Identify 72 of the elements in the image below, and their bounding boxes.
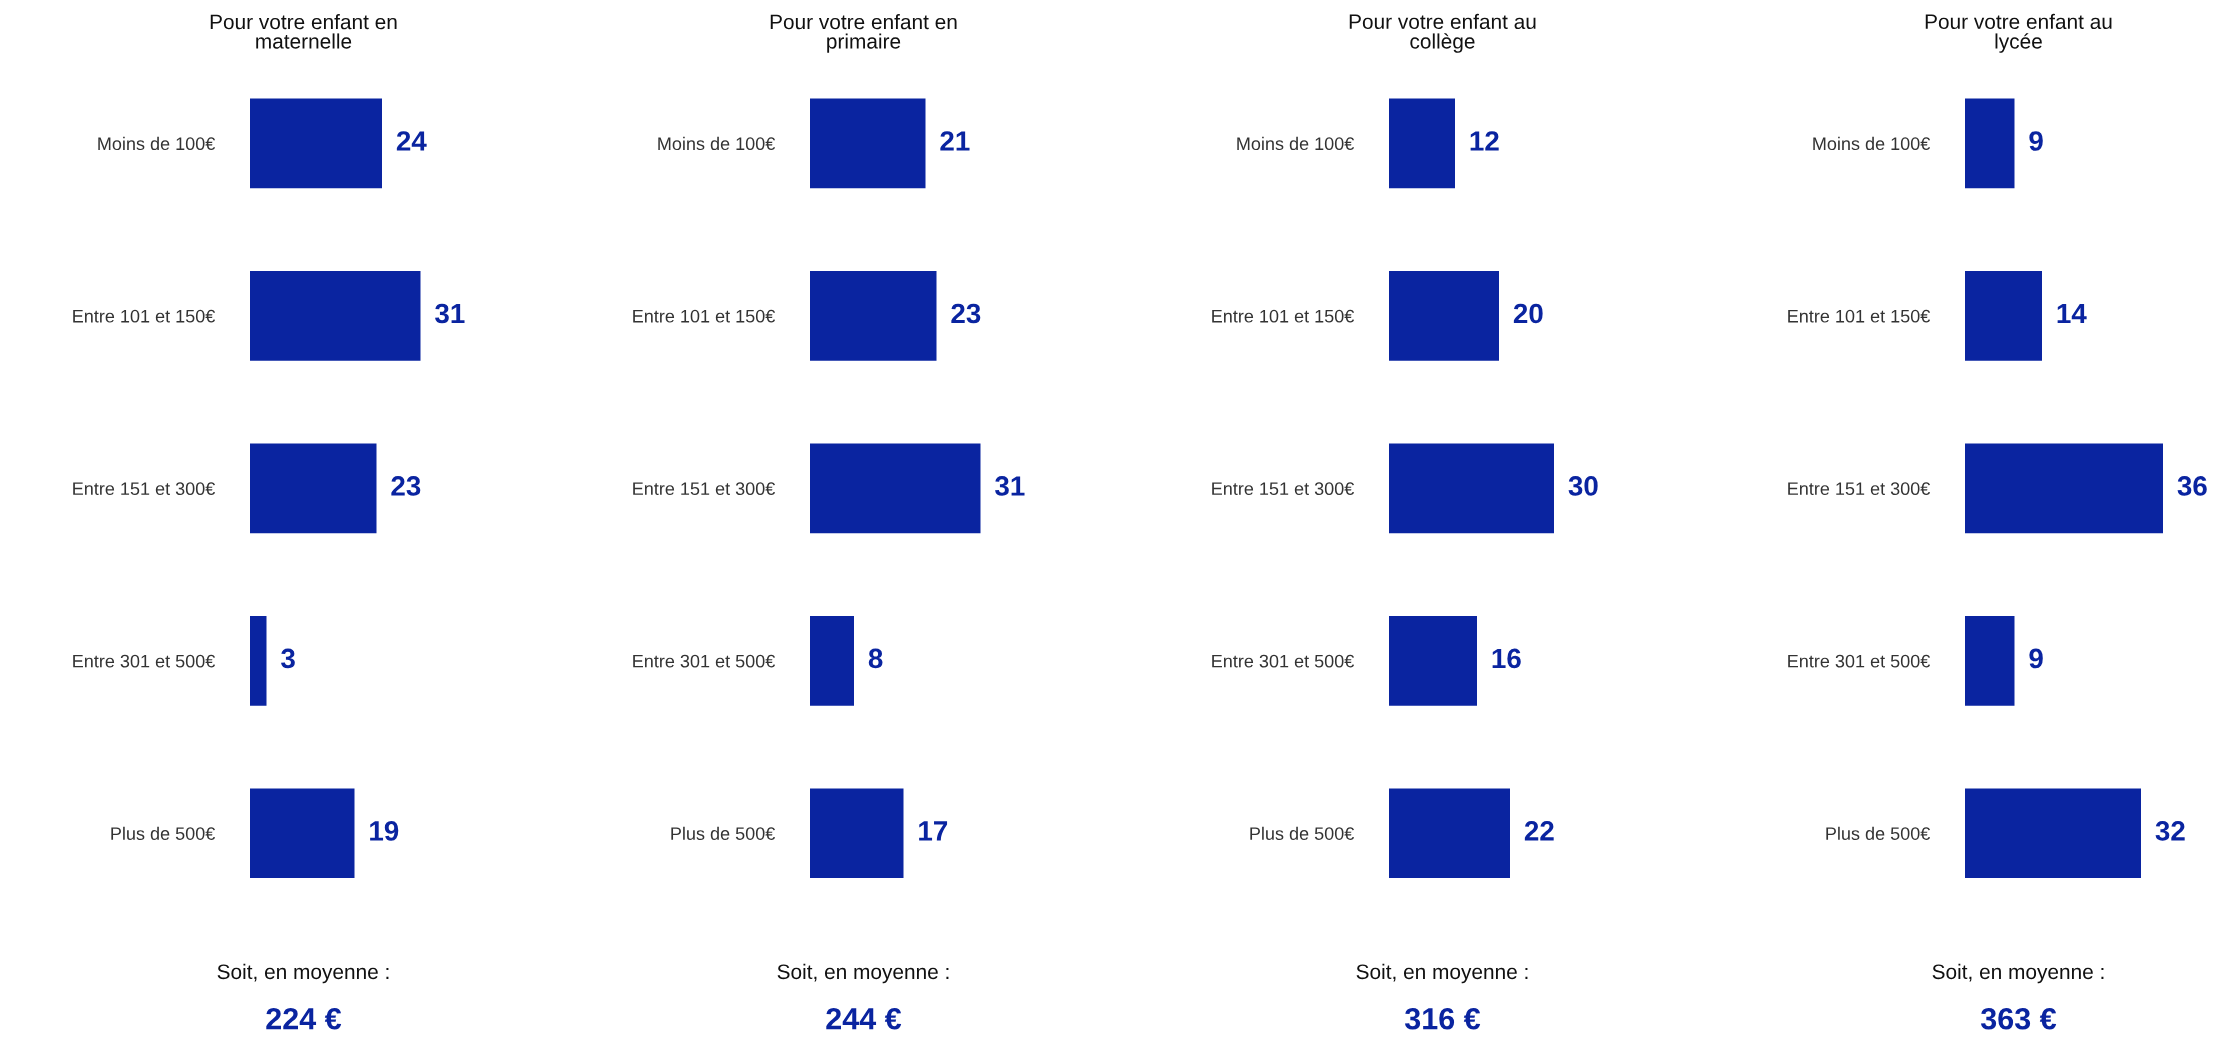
text: 363 € <box>1980 1007 2057 1030</box>
bar <box>810 271 937 361</box>
bar <box>1965 443 2163 534</box>
y-tick-label: Entre 101 et 150€ <box>1788 309 1931 323</box>
y-tick-label: Entre 301 et 500€ <box>73 654 216 668</box>
y-tick-label: Entre 101 et 150€ <box>633 309 776 323</box>
data-label: 19 <box>370 821 399 841</box>
bar <box>1389 443 1554 534</box>
y-tick-label: Entre 151 et 300€ <box>73 482 216 496</box>
data-label: 9 <box>2029 648 2043 669</box>
bar <box>1965 271 2042 361</box>
y-tick-label: Entre 301 et 500€ <box>633 654 776 668</box>
bar <box>1389 98 1455 189</box>
data-label: 22 <box>1524 821 1554 841</box>
data-label: 36 <box>2177 476 2207 496</box>
bar <box>1965 615 2015 706</box>
data-label: 23 <box>391 476 421 496</box>
data-label: 23 <box>951 303 981 324</box>
data-label: 21 <box>940 131 970 151</box>
bar <box>810 443 981 534</box>
text: 316 € <box>1404 1007 1481 1030</box>
y-tick-label: Entre 301 et 500€ <box>1212 654 1355 668</box>
chart-title: Pour votre enfant au lycée <box>1925 13 2112 53</box>
data-label: 8 <box>868 648 883 669</box>
text: Soit, en moyenne : <box>217 963 389 984</box>
bar <box>810 98 926 189</box>
data-label: 3 <box>281 648 295 669</box>
bar <box>810 615 854 706</box>
chart-title: Pour votre enfant en maternelle <box>210 14 397 49</box>
text: Soit, en moyenne : <box>1932 963 2104 984</box>
bar <box>810 788 904 879</box>
y-tick-label: Plus de 500€ <box>111 826 216 840</box>
bar <box>250 788 355 879</box>
bar <box>1965 788 2141 879</box>
data-label: 16 <box>1492 648 1521 669</box>
data-label: 12 <box>1470 131 1499 151</box>
bar <box>250 271 421 361</box>
data-label: 31 <box>995 476 1025 496</box>
y-tick-label: Entre 151 et 300€ <box>1212 482 1355 496</box>
data-label: 9 <box>2029 131 2043 151</box>
data-label: 30 <box>1568 476 1598 496</box>
bar <box>1389 271 1499 361</box>
y-tick-label: Plus de 500€ <box>1826 826 1931 840</box>
data-label: 14 <box>2057 303 2087 324</box>
chart-title: Pour votre enfant en primaire <box>770 14 957 53</box>
bar <box>1389 615 1477 706</box>
y-tick-label: Entre 101 et 150€ <box>73 309 216 323</box>
y-tick-label: Entre 151 et 300€ <box>633 482 776 496</box>
text: Soit, en moyenne : <box>777 963 949 984</box>
text: 244 € <box>826 1007 902 1030</box>
bar <box>1389 788 1510 879</box>
data-label: 20 <box>1513 303 1543 324</box>
chart-title: Pour votre enfant au collège <box>1349 13 1536 53</box>
y-tick-label: Plus de 500€ <box>1250 826 1355 840</box>
y-tick-label: Entre 101 et 150€ <box>1212 309 1355 323</box>
y-tick-label: Moins de 100€ <box>1237 136 1355 151</box>
data-label: 24 <box>396 131 427 151</box>
y-tick-label: Entre 151 et 300€ <box>1788 482 1931 496</box>
y-tick-label: Entre 301 et 500€ <box>1788 654 1931 668</box>
bar <box>250 615 267 706</box>
bar <box>250 98 382 189</box>
y-tick-label: Moins de 100€ <box>1813 136 1931 151</box>
y-tick-label: Plus de 500€ <box>671 826 776 840</box>
bar <box>1965 98 2015 189</box>
y-tick-label: Moins de 100€ <box>98 136 216 151</box>
bar <box>250 443 377 534</box>
data-label: 32 <box>2155 821 2185 841</box>
text: Soit, en moyenne : <box>1356 963 1528 984</box>
data-label: 17 <box>919 821 948 841</box>
text: 224 € <box>266 1007 342 1030</box>
data-label: 31 <box>435 303 465 324</box>
y-tick-label: Moins de 100€ <box>658 136 776 151</box>
